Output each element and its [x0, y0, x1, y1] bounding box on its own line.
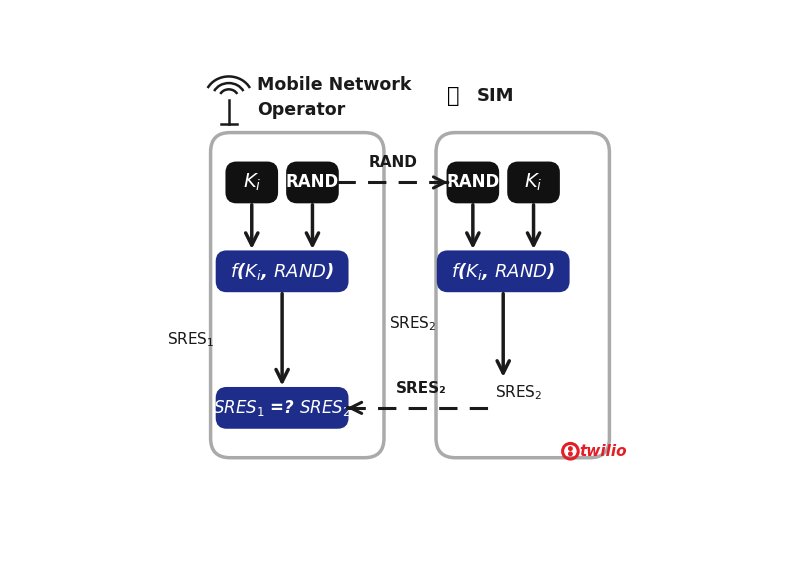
Text: RAND: RAND — [286, 173, 339, 191]
FancyBboxPatch shape — [217, 388, 347, 427]
Text: twilio: twilio — [579, 444, 626, 459]
FancyBboxPatch shape — [438, 252, 568, 291]
FancyBboxPatch shape — [227, 163, 277, 202]
Text: SRES₂: SRES₂ — [395, 381, 446, 396]
Text: $K_i$: $K_i$ — [242, 172, 261, 193]
FancyBboxPatch shape — [509, 163, 558, 202]
Text: RAND: RAND — [446, 173, 499, 191]
Text: RAND: RAND — [368, 155, 417, 171]
Text: 📱: 📱 — [447, 86, 460, 106]
Circle shape — [569, 452, 572, 455]
Text: Mobile Network
Operator: Mobile Network Operator — [258, 77, 412, 119]
Text: SRES$_1$: SRES$_1$ — [167, 330, 215, 349]
FancyBboxPatch shape — [448, 163, 498, 202]
FancyBboxPatch shape — [217, 252, 347, 291]
FancyBboxPatch shape — [287, 163, 338, 202]
Text: $SRES_1$ =? $SRES_2$: $SRES_1$ =? $SRES_2$ — [214, 398, 351, 418]
Circle shape — [569, 447, 572, 450]
FancyBboxPatch shape — [436, 132, 610, 458]
Text: SIM: SIM — [477, 87, 514, 105]
FancyBboxPatch shape — [210, 132, 384, 458]
Text: $f$($K_i$, $RAND$): $f$($K_i$, $RAND$) — [451, 261, 555, 282]
Text: $f$($K_i$, $RAND$): $f$($K_i$, $RAND$) — [230, 261, 334, 282]
Text: $K_i$: $K_i$ — [524, 172, 543, 193]
Text: SRES$_2$: SRES$_2$ — [494, 383, 542, 402]
Text: SRES$_2$: SRES$_2$ — [389, 314, 436, 333]
